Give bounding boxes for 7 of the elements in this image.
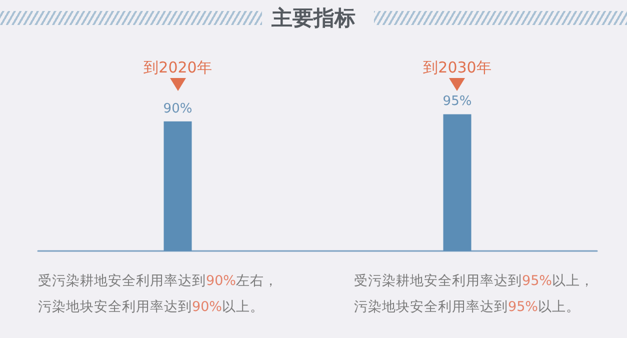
x-tick-label: 到2020年 xyxy=(144,58,212,76)
text: 受污染耕地安全利用率达到95%以上，污染地块安全利用率达到95%以上。 xyxy=(354,273,594,315)
data-label: 90% xyxy=(163,101,192,116)
text: 受污染耕地安全利用率达到90%左右，污染地块安全利用率达到90%以上。 xyxy=(38,273,278,315)
data-label: 95% xyxy=(442,94,472,110)
x-tick-label: 到2030年 xyxy=(423,58,492,76)
chart-title: 主要指标 xyxy=(270,5,356,32)
